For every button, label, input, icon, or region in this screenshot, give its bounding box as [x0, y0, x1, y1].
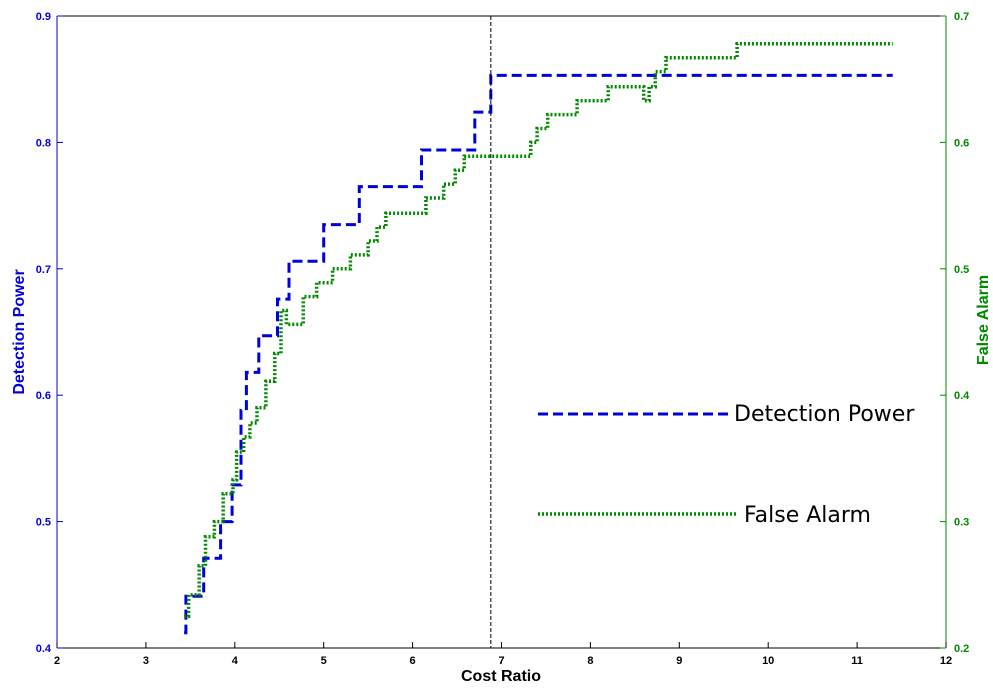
x-tick-label: 9 — [676, 655, 682, 667]
y2-tick-label: 0.6 — [954, 137, 969, 149]
x-tick-label: 5 — [321, 655, 327, 667]
series-line-false-alarm — [184, 42, 893, 619]
x-tick-label: 10 — [762, 655, 774, 667]
axes-layer — [56, 15, 947, 649]
x-tick-label: 3 — [143, 655, 149, 667]
series-line-detection-power — [184, 73, 893, 635]
x-tick-label: 6 — [410, 655, 416, 667]
y-tick-label: 0.9 — [36, 11, 51, 23]
y2-tick-label: 0.7 — [954, 11, 969, 23]
y2-tick-label: 0.2 — [954, 643, 969, 655]
legend: Detection Power False Alarm — [538, 402, 915, 528]
plot-area — [57, 16, 946, 648]
y-tick-label: 0.8 — [36, 137, 51, 149]
x-tick-label: 8 — [587, 655, 593, 667]
y2-tick-label: 0.5 — [954, 264, 969, 276]
series-layer — [184, 42, 893, 635]
x-tick-label: 12 — [940, 655, 952, 667]
ticks-layer: 2 3 4 5 6 7 8 9 10 11 12 0.4 0.5 0.6 0.7 0.8 0.9 0.2 0.3 0.… — [36, 11, 970, 667]
legend-label-false-alarm: False Alarm — [744, 503, 871, 528]
y2-tick-label: 0.4 — [954, 390, 970, 402]
x-tick-label: 7 — [498, 655, 504, 667]
y-tick-label: 0.4 — [36, 643, 52, 655]
x-tick-label: 4 — [232, 655, 239, 667]
x-tick-label: 2 — [54, 655, 60, 667]
y-axis-title: Detection Power — [11, 269, 28, 394]
y-tick-label: 0.5 — [36, 517, 51, 529]
y2-axis-title: False Alarm — [975, 275, 992, 365]
y-tick-label: 0.7 — [36, 264, 51, 276]
legend-label-detection-power: Detection Power — [734, 402, 915, 427]
y2-tick-label: 0.3 — [954, 517, 969, 529]
y-tick-label: 0.6 — [36, 390, 51, 402]
x-axis-title: Cost Ratio — [461, 668, 541, 685]
x-tick-label: 11 — [851, 655, 863, 667]
